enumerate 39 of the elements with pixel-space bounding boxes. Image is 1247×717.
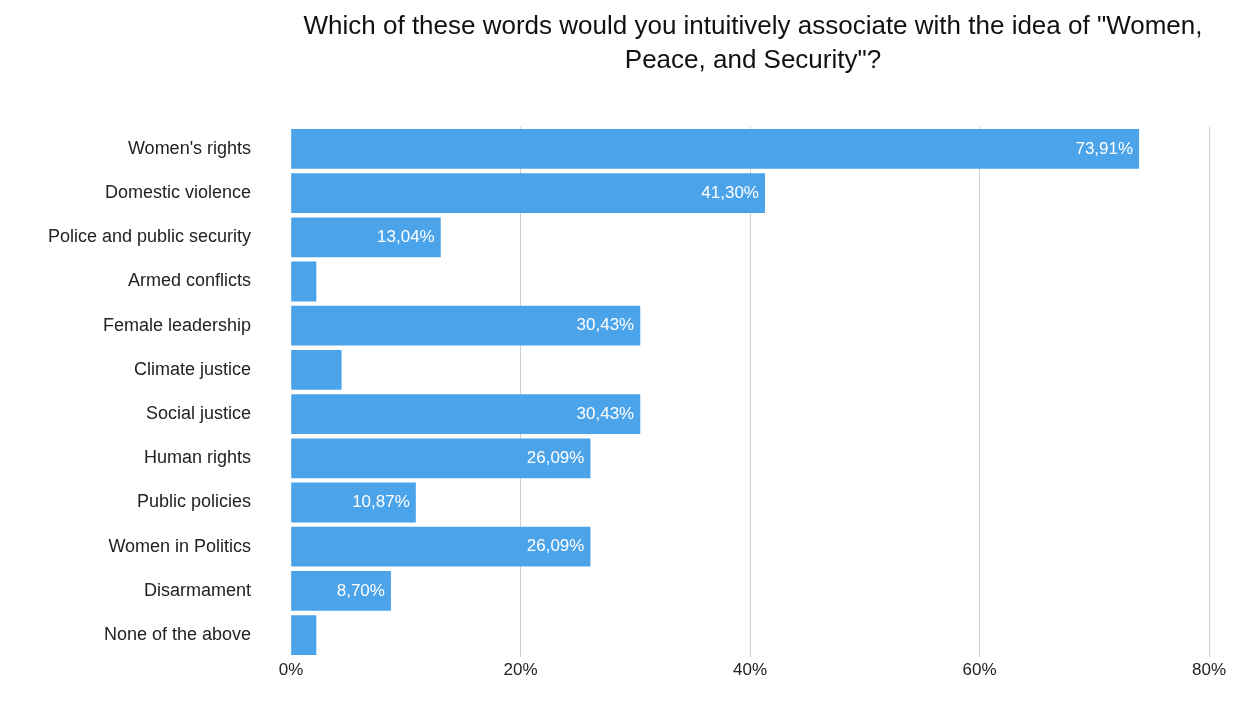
data-label: 10,87% <box>352 492 410 512</box>
x-tick-label: 40% <box>733 660 768 680</box>
y-tick-label: Women's rights <box>127 137 252 158</box>
bar <box>291 261 317 302</box>
bar <box>291 350 342 390</box>
bar <box>291 129 1140 169</box>
data-label: 26,09% <box>526 447 585 467</box>
data-label: 30,43% <box>576 315 635 335</box>
data-label: 73,91% <box>1075 138 1134 158</box>
y-tick-label: Social justice <box>146 403 252 424</box>
y-tick-label: Human rights <box>144 447 252 468</box>
y-tick-label: Female leadership <box>103 314 252 335</box>
y-tick-label: Domestic violence <box>105 182 252 203</box>
y-tick-label: None of the above <box>103 624 252 645</box>
chart-title: Which of these words would you intuitively associate with the idea of "Women, Peace, and Security"? <box>302 9 1204 76</box>
data-label: 13,04% <box>377 226 435 246</box>
y-tick-label: Disarmament <box>144 579 252 600</box>
y-tick-label: Women in Politics <box>108 535 252 556</box>
x-tick-label: 0% <box>278 660 304 680</box>
bar <box>291 394 641 434</box>
y-tick-label: Police and public security <box>48 226 252 247</box>
bar <box>291 571 391 611</box>
bar <box>291 438 591 479</box>
data-label: 30,43% <box>576 403 635 423</box>
y-tick-label: Climate justice <box>134 358 252 379</box>
x-tick-label: 20% <box>503 660 538 680</box>
bar <box>291 615 317 655</box>
data-label: 41,30% <box>701 182 759 202</box>
bar <box>291 305 641 346</box>
bar <box>291 217 441 258</box>
data-label: 26,09% <box>526 536 585 556</box>
data-label: 8,70% <box>336 580 385 600</box>
x-tick-label: 80% <box>1191 660 1227 680</box>
x-tick-label: 60% <box>962 660 997 680</box>
y-tick-label: Armed conflicts <box>128 270 252 291</box>
bar <box>291 482 416 523</box>
bar <box>291 173 765 213</box>
bar <box>291 526 591 567</box>
y-tick-label: Public policies <box>137 491 252 512</box>
